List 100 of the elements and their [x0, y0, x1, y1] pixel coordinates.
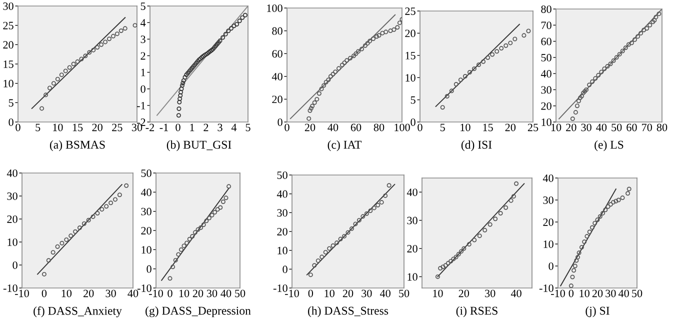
x-tick-label: 100	[394, 124, 410, 132]
x-tick-label: 4	[231, 124, 237, 132]
y-tick-label: 3	[140, 36, 146, 44]
y-tick-label: 20	[7, 215, 18, 223]
x-tick-label: 80	[656, 124, 668, 132]
y-tick-label: 0	[282, 266, 288, 274]
y-tick-label: 70	[541, 22, 552, 30]
y-tick-label: 80	[541, 5, 552, 13]
x-axis-title: (a) BSMAS	[50, 140, 105, 152]
x-tick-label: 5	[246, 124, 250, 132]
y-tick-label: -1	[136, 102, 146, 110]
x-axis-title: (i) RSES	[456, 306, 498, 318]
y-tick-label: 20	[541, 102, 552, 110]
y-tick-label: 30	[141, 208, 152, 216]
y-tick-label: 10	[8, 238, 18, 246]
x-tick-label: 0	[418, 124, 422, 132]
x-axis-title: (c) IAT	[328, 140, 362, 152]
x-tick-label: 2	[204, 124, 208, 132]
y-tick-label: 4	[140, 19, 146, 26]
y-tick-label: 20	[407, 244, 418, 252]
x-tick-label: 30	[206, 290, 218, 298]
y-tick-label: 20	[272, 96, 282, 104]
x-tick-label: 10	[551, 124, 562, 132]
x-tick-label: 10	[179, 290, 190, 298]
x-axis-title: (e) LS	[594, 140, 624, 152]
x-tick-label: 50	[399, 290, 410, 298]
x-tick-label: 20	[505, 124, 516, 132]
y-tick-label: 50	[141, 169, 152, 177]
y-tick-label: 10	[544, 240, 554, 248]
x-tick-label: 10	[433, 290, 443, 298]
x-tick-label: 15	[483, 124, 493, 132]
x-tick-label: 25	[112, 124, 122, 132]
y-tick-label: 0	[410, 118, 416, 126]
x-tick-label: 20	[84, 290, 94, 298]
y-tick-label: 30	[543, 196, 554, 204]
y-tick-label: 30	[7, 192, 18, 200]
x-tick-label: 30	[581, 124, 592, 132]
x-tick-label: -10	[149, 290, 163, 298]
x-tick-label: 10	[324, 290, 334, 298]
x-tick-label: 0	[568, 290, 574, 298]
x-tick-label: 40	[128, 290, 138, 298]
y-tick-label: 50	[541, 54, 552, 62]
x-axis-title: (j) SI	[586, 306, 610, 318]
x-tick-label: -10	[551, 290, 565, 298]
x-tick-label: 20	[566, 124, 576, 132]
x-tick-label: 20	[192, 290, 204, 298]
y-tick-label: 2	[140, 52, 146, 60]
x-tick-label: 25	[528, 124, 538, 132]
y-tick-label: -2	[136, 118, 146, 126]
x-tick-label: 40	[618, 290, 629, 298]
y-tick-label: 30	[541, 86, 552, 94]
y-tick-label: 20	[543, 218, 554, 226]
x-tick-label: 60	[350, 124, 362, 132]
x-tick-label: 10	[62, 290, 72, 298]
y-tick-label: 30	[277, 209, 288, 217]
x-tick-label: 50	[632, 290, 642, 298]
x-axis-title: (d) ISI	[461, 140, 492, 152]
x-tick-label: 20	[592, 290, 603, 298]
y-tick-label: 1	[141, 68, 146, 76]
x-tick-label: 0	[176, 124, 180, 132]
x-tick-label: 40	[510, 290, 522, 298]
y-tick-label: 5	[140, 2, 146, 10]
y-tick-label: -10	[273, 284, 288, 292]
y-tick-label: 25	[3, 22, 14, 30]
y-tick-label: 10	[4, 80, 14, 88]
y-tick-label: -10	[539, 284, 554, 292]
x-tick-label: 10	[460, 124, 470, 132]
x-tick-label: 40	[328, 124, 338, 132]
y-tick-label: 10	[142, 246, 152, 254]
x-tick-label: 20	[92, 124, 102, 132]
y-tick-label: 40	[540, 70, 552, 78]
y-tick-label: 0	[12, 261, 18, 269]
x-tick-label: 30	[362, 290, 372, 298]
x-tick-label: 20	[342, 290, 354, 298]
y-tick-label: 40	[140, 188, 152, 196]
x-tick-label: 40	[380, 290, 390, 298]
x-tick-label: 20	[458, 290, 470, 298]
y-tick-label: 20	[277, 228, 288, 236]
y-tick-label: 0	[146, 265, 152, 273]
x-tick-label: 50	[612, 124, 622, 132]
x-tick-label: 15	[72, 124, 83, 132]
x-tick-label: 5	[36, 124, 40, 132]
x-tick-label: 40	[220, 290, 232, 298]
y-tick-label: 10	[408, 273, 418, 281]
x-tick-label: -10	[15, 290, 29, 298]
y-tick-label: 10	[406, 74, 416, 82]
x-tick-label: 20	[304, 124, 316, 132]
y-tick-label: 100	[267, 4, 282, 12]
y-tick-label: 15	[4, 60, 14, 68]
y-tick-label: 30	[3, 2, 14, 10]
y-tick-label: 15	[406, 52, 416, 60]
y-tick-label: 40	[542, 174, 554, 182]
y-tick-label: 40	[276, 190, 288, 198]
x-axis-title: (h) DASS_Stress	[308, 306, 388, 318]
x-tick-label: 30	[485, 290, 496, 298]
y-tick-label: 40	[272, 72, 282, 80]
x-tick-label: 5	[440, 124, 445, 132]
y-tick-label: 10	[278, 246, 288, 254]
y-tick-label: 5	[8, 99, 14, 107]
y-tick-label: 50	[277, 171, 288, 179]
